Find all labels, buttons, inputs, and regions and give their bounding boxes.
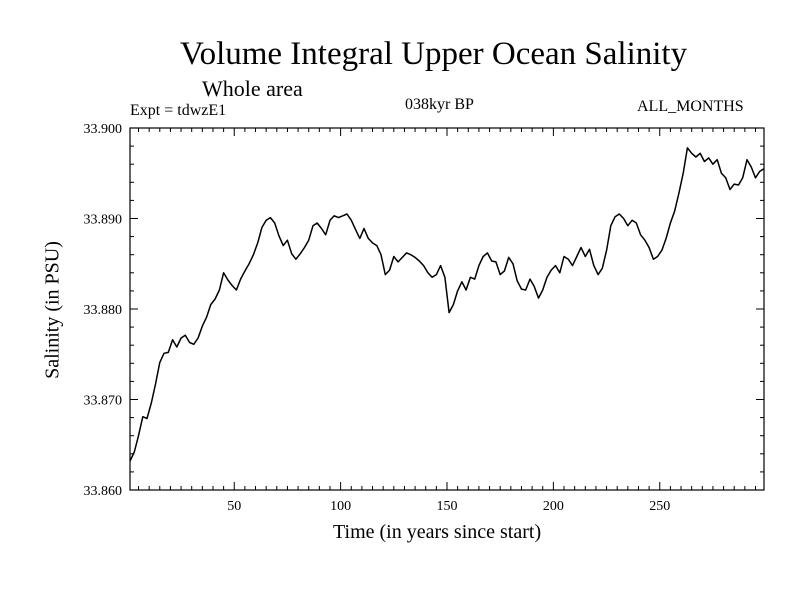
x-tick-label: 200: [543, 499, 564, 514]
x-tick-label: 150: [437, 499, 458, 514]
y-tick-label: 33.880: [84, 303, 123, 318]
y-tick-label: 33.890: [84, 213, 123, 228]
plot-frame: [129, 127, 765, 491]
x-axis-label: Time (in years since start): [333, 521, 542, 543]
y-tick-label: 33.870: [84, 394, 123, 409]
months-label: ALL_MONTHS: [637, 98, 744, 115]
y-tick-label: 33.860: [84, 484, 123, 499]
chart-title: Volume Integral Upper Ocean Salinity: [180, 36, 688, 72]
y-tick-label: 33.900: [84, 122, 123, 137]
tick-labels: 50 100 150 200 250 33.860 33.870 33.880 33.890 33…: [84, 122, 671, 514]
salinity-series-line: [129, 147, 765, 462]
axis-ticks: [130, 127, 764, 491]
x-tick-label: 50: [227, 499, 241, 514]
x-tick-label: 100: [330, 499, 351, 514]
x-tick-label: 250: [649, 499, 670, 514]
period-label: 038kyr BP: [405, 96, 474, 113]
experiment-label: Expt = tdwzE1: [130, 102, 227, 119]
chart-subtitle: Whole area: [202, 76, 303, 101]
